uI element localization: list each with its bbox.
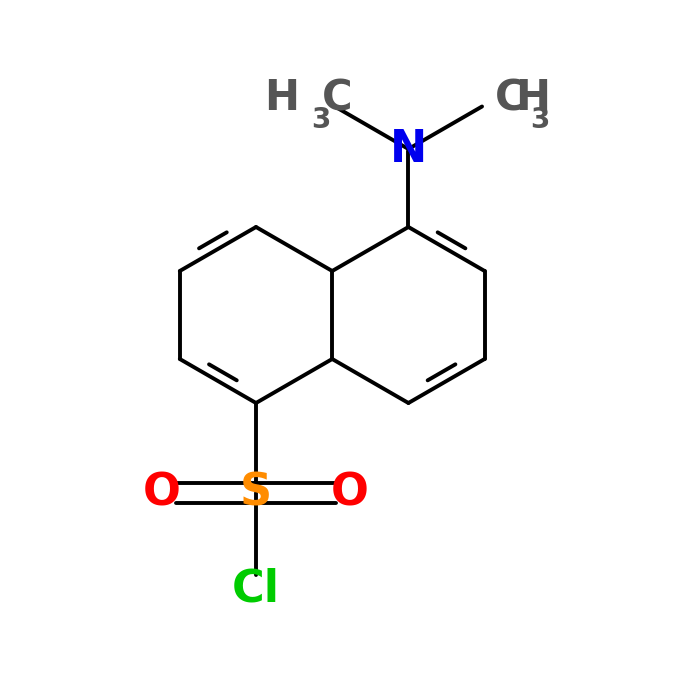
Text: 3: 3: [311, 106, 330, 134]
Text: O: O: [331, 472, 369, 514]
Text: O: O: [143, 472, 181, 514]
Text: H: H: [515, 78, 550, 120]
Text: C: C: [495, 78, 526, 120]
Text: Cl: Cl: [232, 568, 280, 610]
Text: C: C: [322, 78, 352, 120]
Text: H: H: [264, 78, 299, 120]
Text: S: S: [240, 472, 272, 514]
Text: 3: 3: [530, 106, 550, 134]
Text: N: N: [390, 127, 427, 171]
